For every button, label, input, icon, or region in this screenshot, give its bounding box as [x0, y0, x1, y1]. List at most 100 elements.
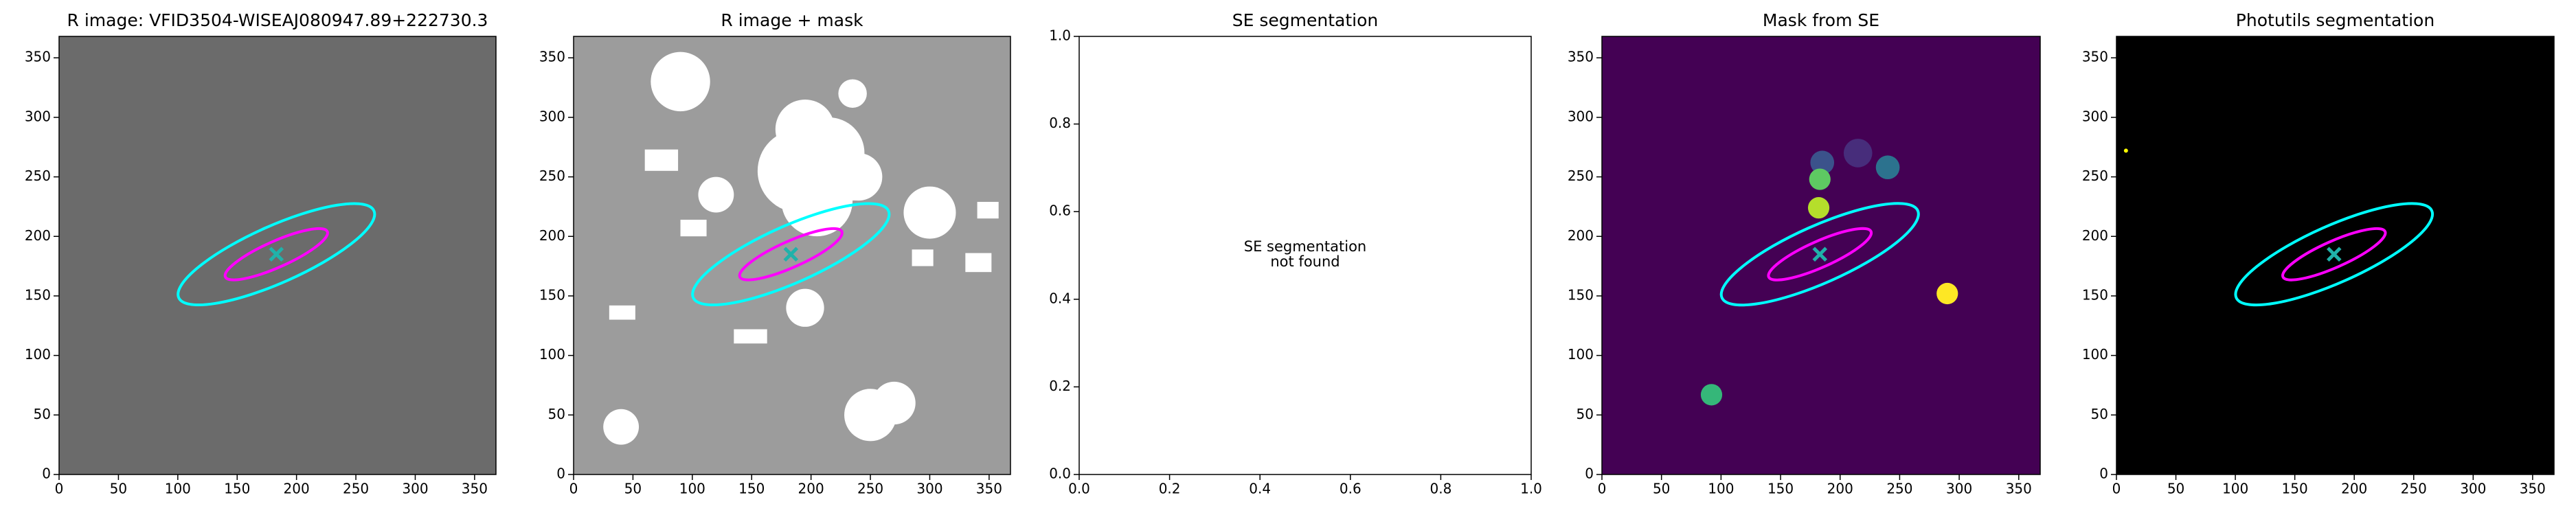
x-tick-label: 0.4: [1249, 481, 1271, 497]
x-tick-label: 0.2: [1159, 481, 1181, 497]
mask-region: [1809, 168, 1831, 190]
y-tick-label: 50: [548, 406, 565, 422]
y-tick-label: 150: [1568, 286, 1594, 303]
ellipse-outer: [1719, 202, 1920, 307]
x-tick-label: 200: [1827, 481, 1853, 497]
x-tick-label: 250: [1886, 481, 1912, 497]
x-tick-label: 150: [1767, 481, 1794, 497]
center-marker: [2327, 247, 2342, 262]
y-tick-label: 350: [539, 49, 565, 65]
plot-content: [603, 52, 999, 445]
y-tick-label: 350: [25, 49, 51, 65]
y-tick-label: 150: [25, 286, 51, 303]
mask-region: [838, 79, 867, 108]
axes-frame: [1078, 36, 1532, 475]
mask-region: [912, 249, 934, 266]
x-tick-label: 250: [343, 481, 369, 497]
y-tick-label: 0.6: [1049, 203, 1071, 219]
x-tick-label: 0.8: [1430, 481, 1451, 497]
mask-region: [1810, 150, 1835, 175]
x-tick-label: 300: [916, 481, 942, 497]
y-tick-label: 300: [2082, 108, 2108, 124]
y-tick-label: 50: [34, 406, 51, 422]
mask-region: [977, 201, 999, 219]
y-tick-label: 100: [25, 346, 51, 363]
x-tick-label: 150: [224, 481, 250, 497]
ellipse-inner: [738, 227, 844, 282]
y-tick-label: 200: [539, 227, 565, 244]
panel-title: Mask from SE: [1763, 10, 1879, 30]
mask-region: [1875, 155, 1900, 180]
mask-region: [734, 329, 767, 344]
y-tick-label: 150: [2082, 286, 2108, 303]
mask-region: [1936, 282, 1958, 305]
y-tick-label: 0: [42, 466, 51, 482]
y-tick-label: 1.0: [1049, 27, 1071, 44]
axes-frame: [2116, 36, 2555, 475]
x-tick-label: 0.0: [1068, 481, 1090, 497]
plot-content: [1700, 139, 1958, 406]
x-tick-label: 200: [2341, 481, 2367, 497]
x-tick-label: 0: [1598, 481, 1607, 497]
mask-region: [965, 253, 992, 273]
x-tick-label: 250: [857, 481, 883, 497]
y-tick-label: 0.0: [1049, 466, 1071, 482]
y-tick-label: 0: [556, 466, 565, 482]
annotation: SE segmentation: [1244, 238, 1366, 255]
mask-region: [1700, 384, 1723, 406]
y-tick-label: 100: [2082, 346, 2108, 363]
panel-title: SE segmentation: [1232, 10, 1378, 30]
y-tick-label: 200: [2082, 227, 2108, 244]
x-tick-label: 100: [679, 481, 705, 497]
y-tick-label: 250: [1568, 168, 1594, 184]
y-tick-label: 300: [1568, 108, 1594, 124]
panel-title: R image + mask: [721, 10, 863, 30]
x-tick-label: 200: [284, 481, 310, 497]
y-tick-label: 250: [25, 168, 51, 184]
y-tick-label: 0.4: [1049, 290, 1071, 306]
axes-frame: [1601, 36, 2041, 475]
x-tick-label: 350: [2520, 481, 2546, 497]
y-tick-label: 100: [539, 346, 565, 363]
x-tick-label: 0: [55, 481, 64, 497]
x-tick-label: 300: [2460, 481, 2486, 497]
y-tick-label: 200: [25, 227, 51, 244]
x-tick-label: 100: [2222, 481, 2248, 497]
x-tick-label: 200: [798, 481, 824, 497]
ellipse-inner: [223, 227, 329, 282]
x-tick-label: 150: [2282, 481, 2308, 497]
x-tick-label: 0.6: [1340, 481, 1362, 497]
mask-region: [1843, 139, 1873, 168]
panel-title: R image: VFID3504-WISEAJ080947.89+222730…: [67, 10, 488, 30]
center-marker: [783, 247, 799, 262]
y-tick-label: 0: [2099, 466, 2108, 482]
mask-region: [698, 176, 734, 213]
y-tick-label: 350: [1568, 49, 1594, 65]
center-marker: [269, 247, 284, 262]
center-marker: [1812, 247, 1828, 262]
y-tick-label: 350: [2082, 49, 2108, 65]
mask-region: [786, 288, 824, 327]
panel-title: Photutils segmentation: [2236, 10, 2434, 30]
axes-frame: [58, 36, 497, 475]
segment: [2123, 148, 2128, 153]
y-tick-label: 50: [1577, 406, 1594, 422]
ellipse-inner: [1767, 227, 1873, 282]
axes-frame: [573, 36, 1011, 475]
y-tick-label: 50: [2091, 406, 2108, 422]
x-tick-label: 100: [1708, 481, 1734, 497]
y-tick-label: 150: [539, 286, 565, 303]
ellipse-outer: [691, 202, 891, 307]
x-tick-label: 50: [624, 481, 642, 497]
ellipse-outer: [2234, 202, 2434, 307]
mask-region: [609, 305, 635, 320]
x-tick-label: 50: [2167, 481, 2184, 497]
x-tick-label: 300: [402, 481, 428, 497]
x-tick-label: 250: [2401, 481, 2427, 497]
mask-region: [603, 409, 640, 445]
y-tick-label: 0: [1585, 466, 1594, 482]
x-tick-label: 100: [165, 481, 191, 497]
mask-region: [680, 219, 707, 237]
y-tick-label: 300: [25, 108, 51, 124]
